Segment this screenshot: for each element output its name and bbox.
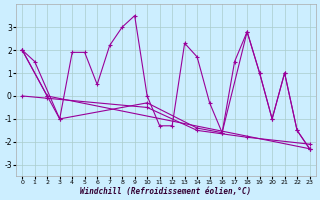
X-axis label: Windchill (Refroidissement éolien,°C): Windchill (Refroidissement éolien,°C) [80,187,252,196]
